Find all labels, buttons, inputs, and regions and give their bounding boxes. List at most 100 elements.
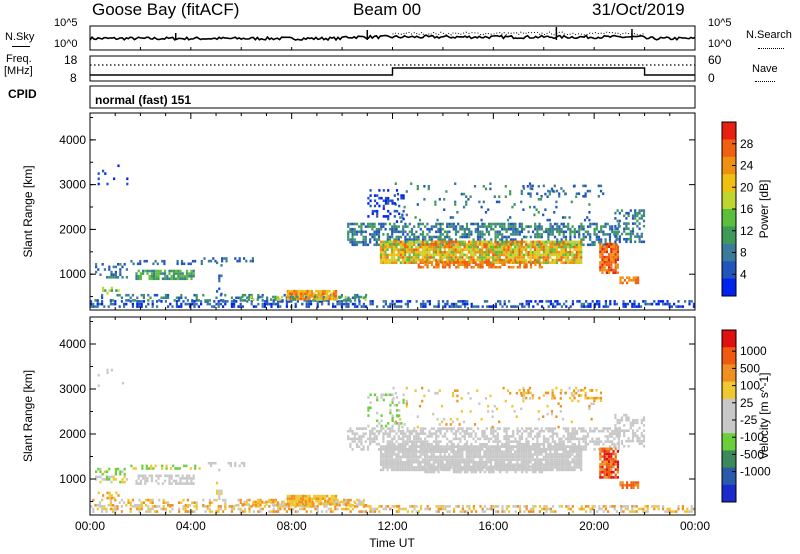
power-panel-cell [551, 225, 554, 228]
power-panel-cell [623, 230, 626, 233]
velocity-panel-cell [472, 463, 475, 466]
power-panel-cell [631, 230, 635, 233]
power-panel-cell [439, 251, 442, 254]
power-panel-cell [114, 300, 117, 303]
velocity-panel-cell [317, 502, 320, 506]
power-panel-cell [566, 258, 570, 262]
power-panel-cell [395, 300, 398, 303]
power-panel-cell [455, 260, 458, 264]
velocity-panel-cell [140, 504, 143, 507]
power-panel-cell [542, 258, 545, 262]
power-panel-cell [395, 230, 398, 234]
velocity-panel-cell [509, 463, 512, 466]
velocity-panel-cell [456, 463, 460, 466]
power-panel-cell [386, 245, 389, 249]
velocity-panel-cell [551, 455, 554, 459]
velocity-panel-cell [168, 474, 171, 478]
velocity-panel-cell [520, 445, 523, 448]
velocity-panel-cell [608, 440, 612, 443]
power-panel-cell [551, 248, 554, 251]
velocity-panel-cell [553, 450, 556, 453]
power-panel-cell [538, 251, 541, 254]
power-panel-cell [555, 258, 559, 262]
velocity-panel-cell [360, 427, 363, 430]
power-panel-cell [603, 268, 606, 272]
power-panel-cell [450, 240, 453, 244]
velocity-panel-cell [478, 450, 482, 453]
power-panel-cell [446, 233, 449, 236]
velocity-panel-cell [129, 504, 132, 507]
velocity-panel-cell [450, 450, 453, 453]
velocity-panel-cell [483, 455, 486, 459]
power-panel-cell [435, 260, 438, 264]
power-panel-cell [591, 240, 594, 244]
power-panel-cell [308, 292, 311, 296]
power-panel-cell [451, 216, 455, 219]
power-panel-cell [408, 222, 411, 226]
power-panel-cell [415, 235, 418, 239]
power-panel-cell [692, 302, 695, 306]
power-panel-cell [529, 187, 532, 190]
power-panel-cell [463, 230, 466, 234]
power-panel-cell [520, 245, 523, 249]
velocity-panel-cell [569, 440, 572, 443]
power-panel-cell [629, 300, 632, 303]
power-panel-cell [546, 195, 549, 198]
velocity-panel-cell [413, 437, 416, 441]
power-panel-cell [422, 260, 425, 264]
power-panel-cell [177, 274, 180, 278]
velocity-panel-cell [373, 437, 376, 441]
power-panel-cell [252, 298, 255, 301]
velocity-panel-cell [384, 432, 387, 435]
velocity-panel-cell [217, 507, 220, 511]
velocity-panel-cell [321, 494, 324, 498]
power-panel-cell [467, 198, 470, 201]
power-panel-cell [634, 276, 637, 279]
velocity-panel-cell [567, 432, 570, 435]
power-panel-cell [625, 227, 628, 231]
velocity-panel-cell [395, 510, 398, 513]
power-panel-cell [346, 298, 350, 301]
power-panel-cell [547, 305, 550, 308]
velocity-panel-cell [238, 464, 241, 468]
power-panel-cell [487, 208, 490, 211]
velocity-panel-cell [481, 429, 484, 433]
velocity-panel-cell [437, 427, 440, 430]
power-panel-cell [457, 263, 460, 266]
velocity-panel-cell [578, 437, 581, 441]
power-panel-cell [569, 235, 572, 239]
velocity-panel-cell [551, 427, 554, 430]
velocity-panel-cell [321, 497, 324, 500]
velocity-panel-cell [448, 455, 451, 459]
velocity-panel-cell [446, 437, 449, 441]
velocity-panel-cell [467, 455, 471, 459]
power-panel-cell [120, 296, 123, 300]
power-panel-cell [417, 245, 420, 249]
power-panel-cell [516, 258, 519, 262]
velocity-panel-cell [424, 440, 427, 443]
velocity-panel-cell [105, 507, 108, 511]
velocity-panel-cell [114, 478, 117, 481]
power-panel-cell [500, 248, 504, 251]
velocity-panel-cell [465, 450, 468, 453]
power-panel-cell [503, 235, 506, 239]
power-panel-cell [415, 245, 418, 249]
velocity-panel-cell [306, 494, 309, 498]
power-panel-cell [97, 268, 100, 271]
velocity-panel-cell [435, 429, 438, 433]
power-panel-cell [479, 238, 482, 241]
power-panel-cell [190, 274, 193, 278]
velocity-panel-cell [538, 453, 541, 456]
power-panel-cell [610, 255, 613, 259]
power-panel-cell [439, 260, 442, 264]
power-panel-cell [631, 305, 634, 308]
power-panel-cell [418, 218, 422, 222]
power-panel-cell [401, 258, 405, 262]
power-panel-cell [448, 251, 451, 254]
velocity-panel-cell [349, 437, 352, 441]
velocity-panel-cell [485, 427, 488, 430]
velocity-panel-cell [297, 494, 300, 498]
velocity-panel-cell [390, 447, 394, 451]
power-panel-cell [560, 243, 563, 246]
velocity-panel-cell [503, 450, 506, 453]
